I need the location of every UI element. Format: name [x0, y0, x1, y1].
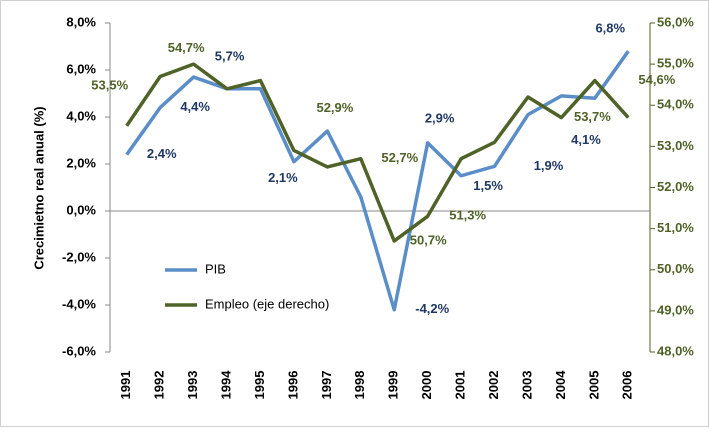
- legend-label: PIB: [205, 261, 226, 276]
- legend-label: Empleo (eje derecho): [205, 296, 329, 311]
- data-label: 1,5%: [473, 178, 503, 193]
- x-tick-label: 1992: [152, 371, 167, 400]
- data-label: 5,7%: [215, 48, 245, 63]
- data-label: 2,4%: [147, 146, 177, 161]
- x-tick-label: 1997: [319, 371, 334, 400]
- x-tick-label: 2003: [519, 371, 534, 400]
- x-tick-label: 1999: [386, 371, 401, 400]
- y-tick-label: -4,0%: [62, 296, 96, 311]
- x-tick-label: 1995: [252, 371, 267, 400]
- y2-tick-label: 54,0%: [657, 97, 694, 112]
- x-tick-label: 2001: [453, 371, 468, 400]
- x-tick-label: 2000: [419, 371, 434, 400]
- data-label: 52,9%: [316, 100, 353, 115]
- y2-tick-label: 48,0%: [657, 343, 694, 358]
- series-line: [125, 50, 630, 312]
- data-label: 2,9%: [425, 110, 455, 125]
- x-tick-label: 2004: [553, 370, 568, 400]
- y-tick-label: 6,0%: [66, 61, 96, 76]
- y-tick-label: -6,0%: [62, 343, 96, 358]
- x-tick-label: 2006: [620, 371, 635, 400]
- y-tick-label: 2,0%: [66, 155, 96, 170]
- x-tick-label: 1996: [285, 371, 300, 400]
- data-label: 1,9%: [534, 158, 564, 173]
- y-tick-label: 0,0%: [66, 202, 96, 217]
- y-tick-label: -2,0%: [62, 249, 96, 264]
- data-label: 54,7%: [168, 40, 205, 55]
- series-line: [125, 62, 630, 243]
- data-label: 53,7%: [574, 109, 611, 124]
- y2-tick-label: 55,0%: [657, 56, 694, 71]
- y-axis-title: Crecimietno real anual (%): [31, 106, 46, 269]
- data-label: 4,4%: [180, 99, 210, 114]
- x-tick-label: 1991: [118, 371, 133, 400]
- y2-tick-label: 56,0%: [657, 14, 694, 29]
- data-label: -4,2%: [415, 301, 449, 316]
- data-label: 50,7%: [410, 232, 447, 247]
- x-tick-label: 1998: [352, 371, 367, 400]
- y2-tick-label: 49,0%: [657, 302, 694, 317]
- data-label: 54,6%: [638, 72, 675, 87]
- y-tick-label: 8,0%: [66, 14, 96, 29]
- y2-tick-label: 52,0%: [657, 179, 694, 194]
- x-tick-label: 1994: [218, 370, 233, 400]
- y2-tick-label: 51,0%: [657, 220, 694, 235]
- x-tick-label: 2002: [486, 371, 501, 400]
- data-label: 4,1%: [571, 132, 601, 147]
- data-label: 2,1%: [268, 170, 298, 185]
- data-label: 6,8%: [595, 21, 625, 36]
- data-label: 52,7%: [381, 150, 418, 165]
- y2-tick-label: 50,0%: [657, 261, 694, 276]
- y-tick-label: 4,0%: [66, 108, 96, 123]
- y2-tick-label: 53,0%: [657, 138, 694, 153]
- x-tick-label: 1993: [185, 371, 200, 400]
- data-label: 51,3%: [449, 208, 486, 223]
- data-label: 53,5%: [91, 77, 128, 92]
- x-tick-label: 2005: [586, 371, 601, 400]
